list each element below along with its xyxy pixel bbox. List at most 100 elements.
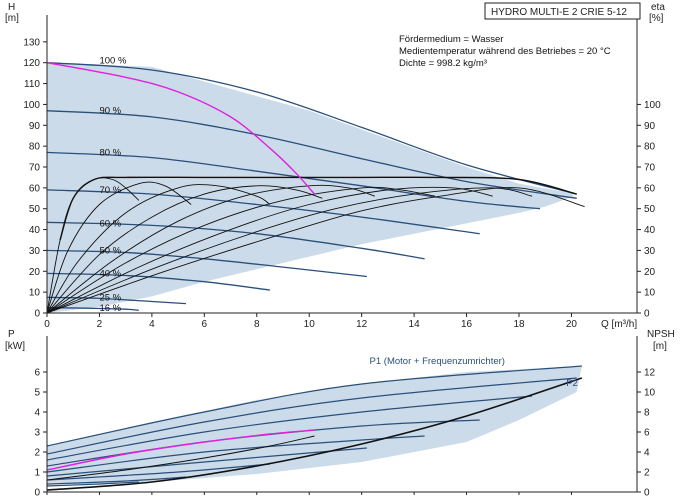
speed-label: 80 % bbox=[99, 147, 121, 158]
head-y-tick-label: 40 bbox=[29, 225, 41, 236]
power-curve-black bbox=[46, 435, 315, 481]
npsh-y-tick-label: 0 bbox=[644, 488, 650, 499]
npsh-y-tick-label: 10 bbox=[644, 388, 656, 399]
pump-curve-40 bbox=[46, 272, 270, 291]
power-y-axis-title: P bbox=[8, 329, 15, 340]
head-y-tick-label: 70 bbox=[29, 163, 41, 174]
magenta-power-curve bbox=[46, 429, 315, 471]
head-y-tick-label: 0 bbox=[34, 309, 40, 320]
head-x-tick-label: 12 bbox=[356, 319, 368, 330]
head-x-tick-label: 4 bbox=[149, 319, 155, 330]
head-x-tick-label: 0 bbox=[44, 319, 50, 330]
power-curve-2 bbox=[46, 377, 577, 455]
head-y-tick-label: 130 bbox=[23, 37, 40, 48]
power-y-tick-label: 1 bbox=[34, 468, 40, 479]
head-y-tick-label: 110 bbox=[24, 79, 40, 90]
speed-label: 90 % bbox=[99, 106, 121, 117]
efficiency-curve-7 bbox=[46, 186, 493, 314]
head-y-tick-label: 50 bbox=[29, 204, 41, 215]
eta-y-tick-label: 40 bbox=[644, 225, 656, 236]
magenta-head-curve bbox=[46, 62, 316, 195]
power-y-axis-unit: [kW] bbox=[5, 341, 25, 352]
eta-y-tick-label: 60 bbox=[644, 183, 656, 194]
head-x-tick-label: 6 bbox=[202, 319, 208, 330]
power-curve-9 bbox=[46, 481, 139, 487]
efficiency-curve-9 bbox=[46, 187, 585, 314]
head-x-tick-label: 10 bbox=[304, 319, 316, 330]
head-x-tick-label: 8 bbox=[254, 319, 260, 330]
chart-title-box bbox=[484, 2, 641, 20]
npsh-curves bbox=[46, 377, 583, 491]
eta-y-tick-label: 50 bbox=[644, 204, 656, 215]
speed-label: 50 % bbox=[99, 245, 121, 256]
speed-label: 40 % bbox=[99, 268, 121, 279]
eta-y-tick-label: 90 bbox=[644, 121, 656, 132]
efficiency-envelope bbox=[59, 176, 577, 241]
power-curve-7 bbox=[46, 463, 270, 481]
efficiency-curve-4 bbox=[46, 185, 323, 314]
speed-label: 25 % bbox=[99, 292, 121, 303]
npsh-y-tick-label: 6 bbox=[644, 428, 650, 439]
npsh-y-tick-label: 4 bbox=[644, 448, 650, 459]
head-x-tick-label: 20 bbox=[566, 319, 578, 330]
head-y-axis-unit: [m] bbox=[5, 13, 19, 24]
head-operating-range bbox=[47, 62, 575, 313]
pump-curve-90 bbox=[46, 110, 577, 199]
head-x-tick-label: 18 bbox=[513, 319, 525, 330]
speed-labels: 100 % 90 % 80 % 70 % 60 % 50 % 40 % 25 %16 % bbox=[99, 56, 126, 314]
head-x-tick-label: 16 bbox=[461, 319, 473, 330]
head-y-tick-label: 120 bbox=[23, 58, 40, 69]
speed-label: 100 % bbox=[99, 56, 126, 67]
head-x-tick-label: 2 bbox=[97, 319, 103, 330]
magenta-system-curve bbox=[46, 62, 316, 195]
power-series-label: P2 bbox=[566, 378, 578, 389]
npsh-curve bbox=[46, 377, 583, 491]
head-y-tick-label: 10 bbox=[29, 288, 41, 299]
efficiency-curve-5 bbox=[46, 184, 375, 314]
info-temperature: Medientemperatur während des Betriebes =… bbox=[399, 46, 611, 57]
power-series-labels: P1 (Motor + Frequenzumrichter) P2 bbox=[370, 356, 578, 389]
power-y-tick-label: 4 bbox=[34, 408, 40, 419]
eta-y-tick-label: 0 bbox=[644, 309, 650, 320]
power-y-tick-label: 5 bbox=[34, 388, 40, 399]
power-curve-8 bbox=[46, 476, 187, 485]
magenta-power-curve bbox=[46, 429, 315, 471]
power-operating-range bbox=[47, 366, 582, 486]
power-range-area bbox=[47, 366, 582, 486]
npsh-y-tick-label: 2 bbox=[644, 468, 650, 479]
info-density: Dichte = 998.2 kg/m³ bbox=[399, 58, 487, 69]
head-y-axis-title: H bbox=[8, 2, 15, 13]
eta-y-axis-unit: [%] bbox=[649, 13, 664, 24]
efficiency-curve-2 bbox=[46, 181, 192, 314]
speed-label: 16 % bbox=[99, 303, 121, 314]
power-y-tick-label: 6 bbox=[34, 368, 40, 379]
npsh-y-tick-label: 12 bbox=[644, 368, 656, 379]
power-series-label: P1 (Motor + Frequenzumrichter) bbox=[370, 356, 505, 367]
head-y-tick-label: 30 bbox=[29, 246, 41, 257]
info-medium: Fördermedium = Wasser bbox=[399, 34, 503, 45]
npsh-y-axis-unit: [m] bbox=[653, 341, 667, 352]
head-range-area bbox=[47, 62, 575, 313]
speed-label: 60 % bbox=[99, 218, 121, 229]
power-y-tick-label: 0 bbox=[34, 488, 40, 499]
head-axes: 0102030405060708090100110120130010203040… bbox=[5, 2, 665, 330]
head-x-tick-label: 14 bbox=[409, 319, 421, 330]
pump-curve-16 bbox=[46, 306, 139, 311]
efficiency-curve-8 bbox=[46, 187, 533, 314]
eta-y-tick-label: 70 bbox=[644, 163, 656, 174]
power-curve-1 bbox=[46, 365, 582, 447]
power-y-tick-label: 2 bbox=[34, 448, 40, 459]
head-y-tick-label: 20 bbox=[29, 267, 41, 278]
power-curve-3 bbox=[46, 395, 533, 461]
head-y-tick-label: 60 bbox=[29, 183, 41, 194]
head-y-tick-label: 100 bbox=[23, 100, 40, 111]
efficiency-curve-3 bbox=[46, 184, 271, 314]
power-y-tick-label: 3 bbox=[34, 428, 40, 439]
eta-y-tick-label: 100 bbox=[644, 100, 661, 111]
head-y-tick-label: 90 bbox=[29, 121, 41, 132]
chart-title: HYDRO MULTI-E 2 CRIE 5-12 bbox=[491, 7, 627, 18]
eta-y-axis-title: eta bbox=[651, 2, 665, 13]
speed-label: 70 % bbox=[99, 185, 121, 196]
